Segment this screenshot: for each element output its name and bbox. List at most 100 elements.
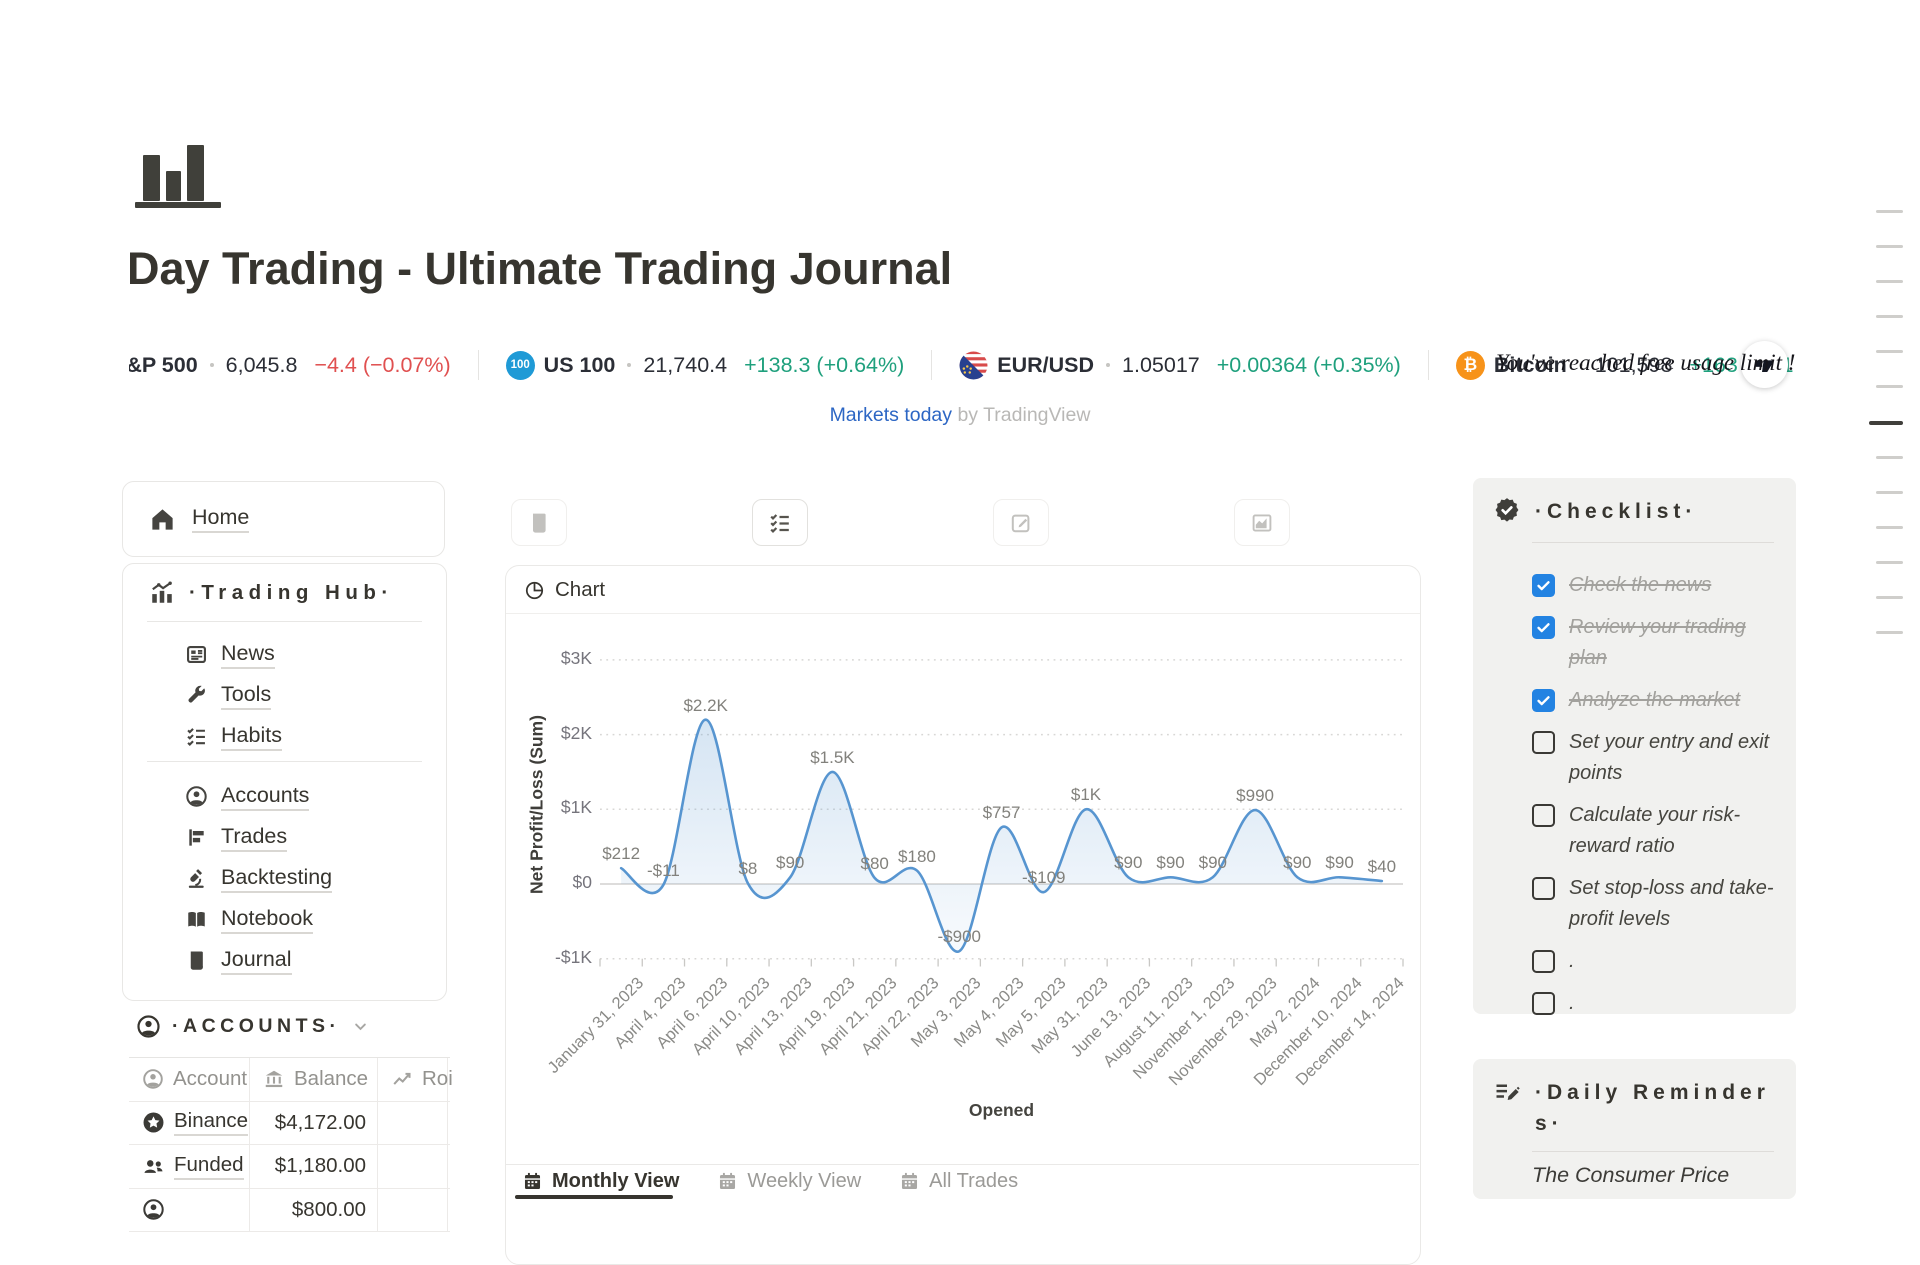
accounts-title: ·ACCOUNTS· <box>172 1015 341 1037</box>
seal-check-icon <box>1493 496 1521 524</box>
habits-icon <box>185 725 208 748</box>
roi-cell <box>378 1145 448 1188</box>
compose-view-icon <box>1009 511 1033 535</box>
checklist-header: ·Checklist· <box>1493 496 1697 527</box>
account-link[interactable]: Binance <box>174 1109 249 1137</box>
balance-cell: $800.00 <box>250 1188 378 1231</box>
sidebar-item-habits[interactable]: Habits <box>185 716 282 757</box>
checklist-item-text: . <box>1569 950 1575 972</box>
bar <box>143 155 160 201</box>
margin-dash <box>1876 491 1903 494</box>
checkbox-checked[interactable] <box>1532 616 1555 639</box>
tab-label: Monthly View <box>552 1170 680 1192</box>
ticker-caption: Markets today by TradingView <box>0 404 1920 427</box>
compose-view-button[interactable] <box>993 499 1049 546</box>
ticker-divider <box>1427 350 1429 380</box>
reminders-title: ·Daily Reminders· <box>1535 1081 1770 1135</box>
ticker-change: −4.4 (−0.07%) <box>314 352 451 377</box>
people-icon <box>142 1155 165 1178</box>
column-header-label: Balance <box>294 1067 369 1091</box>
sidebar-item-journal[interactable]: Journal <box>185 940 332 981</box>
daily-reminders-card: ·Daily Reminders· The Consumer Price <box>1473 1059 1796 1199</box>
accounts-table: Account Balance Roi Binance $4,172.00 Funded $… <box>129 1057 453 1232</box>
sidebar-item-label: Tools <box>221 682 272 710</box>
tab-monthly-view[interactable]: Monthly View <box>522 1170 679 1193</box>
list-pencil-icon <box>1493 1079 1521 1107</box>
calendar-icon <box>717 1171 738 1192</box>
journal-view-button[interactable] <box>511 499 567 546</box>
sidebar-item-tools[interactable]: Tools <box>185 675 282 716</box>
tab-weekly-view[interactable]: Weekly View <box>717 1170 861 1193</box>
person-icon <box>142 1198 165 1221</box>
trading-hub-icon <box>149 580 175 606</box>
sidebar-trading-hub-card: ·Trading Hub· News Tools Habits Accounts Tr… <box>122 563 447 1001</box>
column-header-account: Account <box>129 1058 250 1101</box>
tradingview-logo-badge[interactable] <box>1741 341 1788 388</box>
page-title: Day Trading - Ultimate Trading Journal <box>127 243 953 294</box>
checkbox-unchecked[interactable] <box>1532 731 1555 754</box>
news-icon <box>185 643 208 666</box>
book-icon <box>185 949 208 972</box>
chevron-down-icon[interactable] <box>351 1017 370 1036</box>
ticker-price: 1.05017 <box>1122 352 1200 377</box>
check-icon <box>1537 581 1550 591</box>
ticker-item-eur-usd[interactable]: EUR/USD 1.05017 +0.00364 (+0.35%) <box>932 351 1428 380</box>
person-icon <box>142 1068 164 1090</box>
checkbox-checked[interactable] <box>1532 574 1555 597</box>
margin-dash-active[interactable] <box>1869 421 1903 425</box>
separator-dot <box>209 363 214 367</box>
home-icon <box>149 506 176 533</box>
accounts-table-header: Account Balance Roi <box>129 1058 453 1102</box>
ticker-divider <box>931 350 933 380</box>
ticker-item-s-p-500[interactable]: S&P 500 6,045.8 −4.4 (−0.07%) <box>129 353 478 378</box>
ticker-item-us-100[interactable]: 100 US 100 21,740.4 +138.3 (+0.64%) <box>479 350 932 380</box>
chart-view-tabs: Monthly View Weekly View All Trades <box>506 1164 1419 1199</box>
chart-view-button[interactable] <box>1234 499 1290 546</box>
checkbox-checked[interactable] <box>1532 689 1555 712</box>
checklist-item-text: Calculate your risk-reward ratio <box>1569 804 1741 857</box>
sidebar-item-label: Trades <box>221 824 288 852</box>
sidebar-item-home[interactable]: Home <box>192 505 250 533</box>
checkbox-unchecked[interactable] <box>1532 950 1555 973</box>
checkbox-unchecked[interactable] <box>1532 992 1555 1015</box>
margin-dash <box>1876 315 1903 318</box>
sidebar-item-trades[interactable]: Trades <box>185 817 332 858</box>
page-icon-bar-chart[interactable] <box>135 138 221 208</box>
tab-label: All Trades <box>929 1170 1019 1192</box>
checklist-item-3: Analyze the market <box>1532 685 1780 716</box>
checklist-items: Check the news Review your trading plan An… <box>1532 570 1780 1030</box>
sidebar-item-label: Backtesting <box>221 865 333 893</box>
account-link[interactable]: Funded <box>174 1153 244 1180</box>
checklist-card: ·Checklist· Check the news Review your tr… <box>1473 478 1796 1015</box>
checklist-title: ·Checklist· <box>1535 500 1698 523</box>
micro-icon <box>185 867 208 890</box>
checkbox-unchecked[interactable] <box>1532 804 1555 827</box>
table-row: $800.00 <box>129 1188 450 1232</box>
margin-dash <box>1876 561 1903 564</box>
chart-card: Chart <box>505 565 1421 1265</box>
trading-hub-group-1: News Tools Habits <box>185 634 282 757</box>
sidebar-item-backtesting[interactable]: Backtesting <box>185 858 333 899</box>
sidebar-home-card[interactable]: Home <box>122 481 445 557</box>
tradingview-icon <box>1755 359 1774 372</box>
checklist-item-text: . <box>1569 992 1575 1014</box>
checklist-view-button[interactable] <box>752 499 808 546</box>
ticker-divider <box>477 350 479 380</box>
sidebar-item-notebook[interactable]: Notebook <box>185 899 332 940</box>
ticker-symbol: Bitcoin <box>1493 352 1567 377</box>
markets-today-link[interactable]: Markets today <box>829 404 953 426</box>
balance-cell: $4,172.00 <box>250 1101 378 1144</box>
wrench-icon <box>185 684 208 707</box>
checkbox-unchecked[interactable] <box>1532 877 1555 900</box>
sidebar-item-accounts[interactable]: Accounts <box>185 776 332 817</box>
roi-cell <box>378 1101 448 1144</box>
ticker-symbol: US 100 <box>543 352 616 377</box>
accounts-section-header[interactable]: ·ACCOUNTS· <box>136 1014 370 1039</box>
column-header-label: Account <box>173 1067 248 1091</box>
separator-dot <box>1578 363 1583 367</box>
tab-all-trades[interactable]: All Trades <box>899 1170 1018 1193</box>
chart-card-title: Chart <box>555 578 606 601</box>
divider <box>1532 542 1774 543</box>
sidebar-item-news[interactable]: News <box>185 634 282 675</box>
usage-limit-notice: You've reached free usage limit ! <box>1496 350 1796 375</box>
